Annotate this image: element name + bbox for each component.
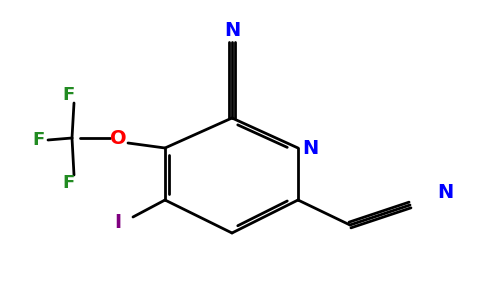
Text: F: F (62, 86, 74, 104)
Text: F: F (62, 174, 74, 192)
Text: F: F (32, 131, 44, 149)
Text: N: N (224, 20, 240, 40)
Text: I: I (114, 212, 121, 232)
Text: N: N (302, 139, 318, 158)
Text: O: O (110, 128, 126, 148)
Text: N: N (437, 184, 453, 202)
